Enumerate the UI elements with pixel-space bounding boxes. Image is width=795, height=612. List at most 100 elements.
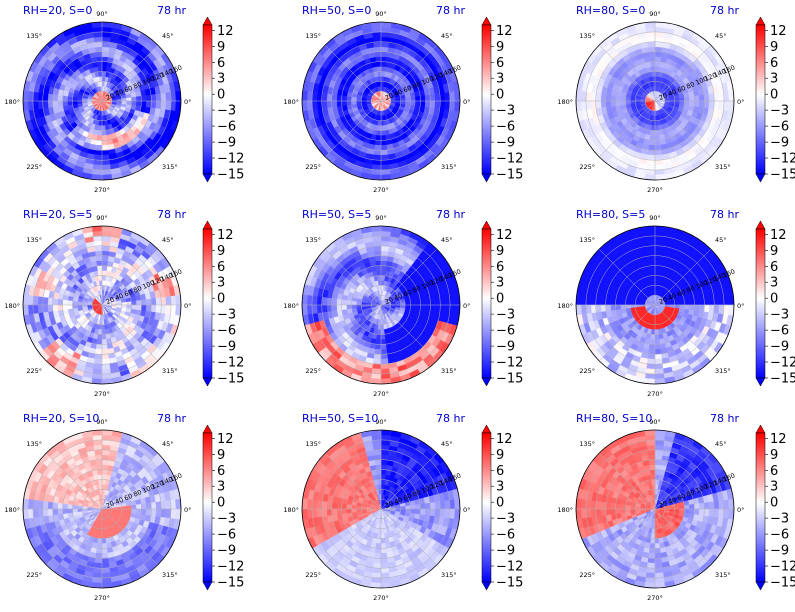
field-cell (341, 299, 347, 306)
field-cell (346, 300, 352, 306)
angle-tick-label: 0° (184, 302, 191, 310)
field-cell (101, 71, 107, 77)
colorbar-tick-label: 3 (770, 276, 778, 291)
field-cell (424, 100, 431, 108)
colorbar-tick-label: −9 (496, 340, 515, 355)
field-cell (306, 91, 313, 102)
field-cell (654, 56, 662, 63)
field-cell (170, 295, 177, 306)
colorbar-tick-label: −15 (770, 372, 795, 387)
field-cell (380, 245, 389, 252)
field-cell (444, 91, 451, 102)
angle-tick-label: 225° (26, 163, 42, 171)
field-cell (654, 368, 665, 375)
field-cell (101, 51, 109, 58)
field-cell (380, 71, 386, 77)
field-cell (718, 100, 725, 111)
field-cell (380, 250, 389, 257)
field-cell (449, 91, 456, 102)
field-cell (649, 339, 656, 345)
angle-tick-label: 180° (283, 98, 299, 106)
field-cell (605, 94, 612, 102)
field-cell (380, 235, 391, 242)
field-cell (47, 100, 54, 109)
field-cell (648, 260, 656, 267)
field-cell (648, 51, 656, 58)
field-cell (331, 100, 338, 108)
field-cell (698, 94, 705, 102)
field-cell (429, 93, 436, 102)
field-cell (373, 154, 382, 161)
field-cell (374, 56, 382, 63)
field-cell (331, 94, 338, 102)
field-cell (649, 135, 656, 141)
colorbar-tick-label: −6 (496, 120, 515, 135)
field-cell (140, 94, 147, 102)
field-cell (145, 94, 152, 102)
field-cell (410, 304, 416, 310)
angle-tick-label: 0° (737, 98, 744, 106)
colorbar-tick-label: −3 (496, 308, 515, 323)
field-cell (647, 46, 656, 53)
field-cell (380, 255, 388, 262)
field-cell (380, 169, 391, 176)
colorbar-tick-label: 6 (217, 260, 225, 275)
colorbar-body (755, 24, 766, 175)
field-cell (155, 93, 162, 102)
field-cell (654, 255, 662, 262)
colorbar-extend-min (202, 173, 213, 183)
colorbar-tick-label: −15 (496, 372, 523, 387)
field-cell (92, 368, 103, 375)
field-cell (708, 304, 715, 313)
colorbar-tick-label: 9 (496, 40, 504, 55)
field-cell (630, 97, 636, 102)
angle-tick-label: 90° (649, 10, 661, 18)
field-cell (101, 164, 112, 171)
field-cell (647, 250, 656, 257)
polar-panel: 90°45°0°315°270°225°180°135°204060801001… (4, 412, 244, 602)
colorbar-body (481, 228, 492, 379)
field-cell (380, 270, 386, 276)
field-cell (52, 100, 59, 108)
field-cell (356, 97, 362, 102)
angle-tick-label: 270° (94, 390, 110, 398)
field-cell (703, 304, 710, 313)
field-cell (101, 275, 107, 281)
field-cell (429, 100, 436, 109)
field-cell (373, 46, 382, 53)
field-cell (380, 66, 386, 72)
field-cell (371, 373, 382, 380)
colorbar-tick-label: 0 (496, 292, 504, 307)
colorbar-tick-label: 12 (496, 228, 513, 243)
field-cell (371, 164, 382, 171)
field-cell (620, 96, 626, 102)
field-cell (95, 260, 103, 267)
field-cell (669, 304, 676, 308)
field-cell (67, 300, 73, 306)
field-cell (94, 245, 103, 252)
angle-tick-label: 90° (96, 214, 108, 222)
field-cell (648, 139, 656, 146)
field-cell (395, 100, 402, 104)
field-cell (648, 144, 656, 151)
colorbar-tick-label: 0 (770, 88, 778, 103)
field-cell (647, 358, 656, 365)
field-cell (380, 46, 389, 53)
field-cell (405, 100, 411, 106)
field-cell (654, 164, 665, 171)
colorbar-tick-label: −12 (770, 152, 795, 167)
field-cell (654, 169, 665, 176)
field-cell (47, 93, 54, 102)
field-cell (331, 298, 338, 306)
field-cell (155, 100, 162, 109)
angle-tick-label: 45° (162, 32, 174, 40)
field-cell (625, 300, 631, 306)
field-cell (585, 91, 592, 102)
colorbar-tick-label: −12 (496, 356, 523, 371)
field-cell (429, 304, 436, 313)
field-cell (434, 304, 441, 313)
field-cell (101, 348, 109, 355)
field-cell (121, 304, 127, 309)
field-cell (145, 298, 152, 306)
